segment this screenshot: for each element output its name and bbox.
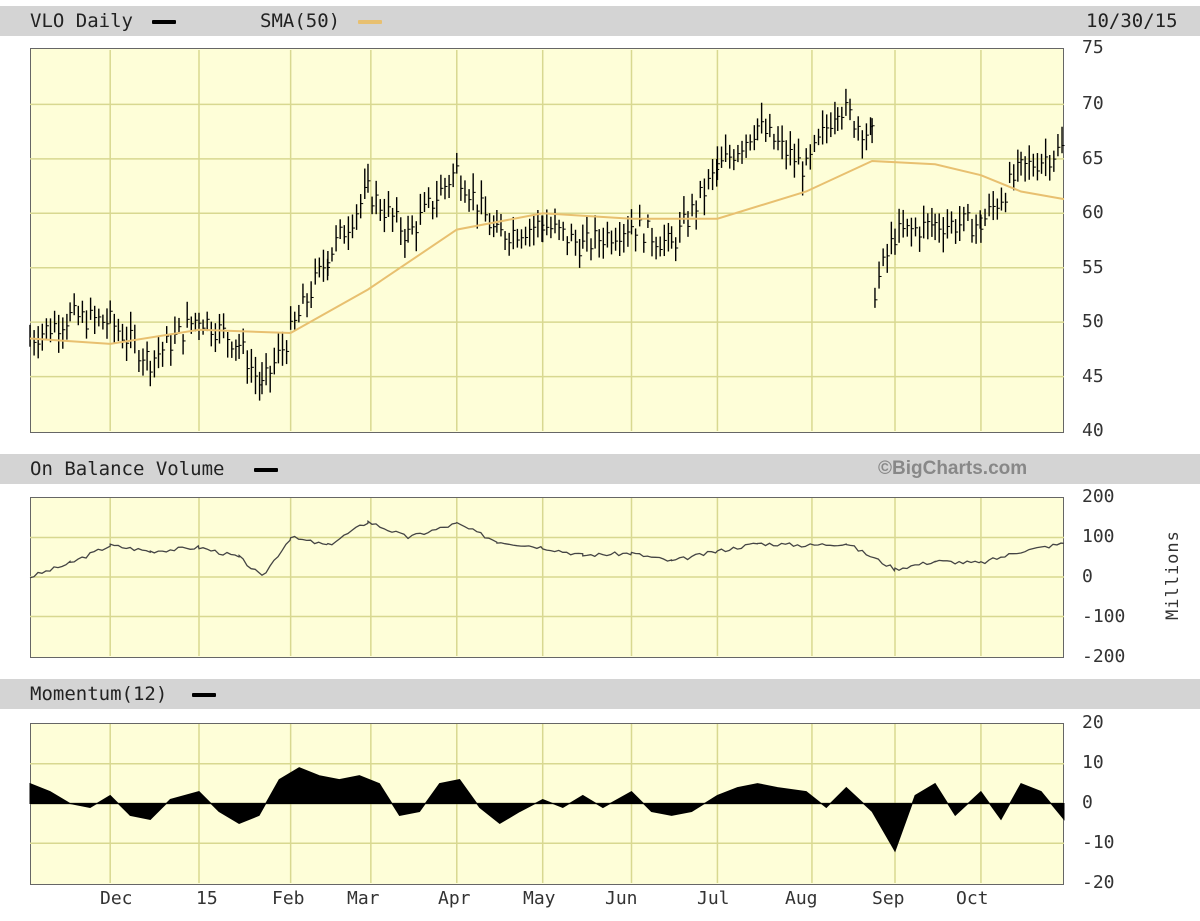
- x-tick-feb: Feb: [272, 888, 305, 909]
- momentum-tick-minus10: -10: [1082, 832, 1115, 853]
- price-header-bar: VLO Daily SMA(50) 10/30/15: [0, 6, 1200, 36]
- price-tick-70: 70: [1082, 93, 1104, 114]
- price-tick-60: 60: [1082, 202, 1104, 223]
- price-tick-75: 75: [1082, 37, 1104, 58]
- sma-line: [29, 159, 1065, 345]
- obv-line: [29, 520, 1065, 579]
- obv-label: On Balance Volume: [30, 458, 225, 480]
- obv-legend-swatch: [254, 468, 278, 472]
- obv-header-bar: On Balance Volume ©BigCharts.com: [0, 454, 1200, 484]
- x-tick-mar: Mar: [347, 888, 380, 909]
- copyright-credit: ©BigCharts.com: [878, 458, 1028, 479]
- price-tick-65: 65: [1082, 148, 1104, 169]
- momentum-area: [29, 767, 1065, 853]
- momentum-header-bar: Momentum(12): [0, 679, 1200, 709]
- sma-legend-swatch: [358, 20, 382, 24]
- chart-date: 10/30/15: [1086, 10, 1178, 32]
- ticker-label: VLO Daily: [30, 10, 133, 32]
- obv-tick-0: 0: [1082, 566, 1093, 587]
- x-tick-aug: Aug: [785, 888, 818, 909]
- x-tick-oct: Oct: [956, 888, 989, 909]
- x-tick-sep: Sep: [872, 888, 905, 909]
- x-tick-15: 15: [196, 888, 218, 909]
- momentum-tick-20: 20: [1082, 712, 1104, 733]
- sma-label: SMA(50): [260, 10, 341, 32]
- price-tick-40: 40: [1082, 420, 1104, 441]
- x-tick-jul: Jul: [697, 888, 730, 909]
- momentum-legend-swatch: [192, 693, 216, 697]
- momentum-tick-0: 0: [1082, 792, 1093, 813]
- x-tick-dec: Dec: [100, 888, 133, 909]
- obv-tick-minus200: -200: [1082, 646, 1126, 667]
- x-tick-jun: Jun: [605, 888, 638, 909]
- momentum-tick-minus20: -20: [1082, 872, 1115, 893]
- price-legend-swatch: [152, 20, 176, 24]
- obv-tick-200: 200: [1082, 486, 1115, 507]
- price-tick-45: 45: [1082, 366, 1104, 387]
- obv-tick-100: 100: [1082, 526, 1115, 547]
- x-tick-may: May: [523, 888, 556, 909]
- obv-tick-minus100: -100: [1082, 606, 1126, 627]
- price-tick-50: 50: [1082, 311, 1104, 332]
- momentum-tick-10: 10: [1082, 752, 1104, 773]
- price-tick-55: 55: [1082, 257, 1104, 278]
- momentum-label: Momentum(12): [30, 683, 168, 705]
- x-tick-apr: Apr: [438, 888, 471, 909]
- obv-y-axis-label: Millions: [1163, 530, 1183, 620]
